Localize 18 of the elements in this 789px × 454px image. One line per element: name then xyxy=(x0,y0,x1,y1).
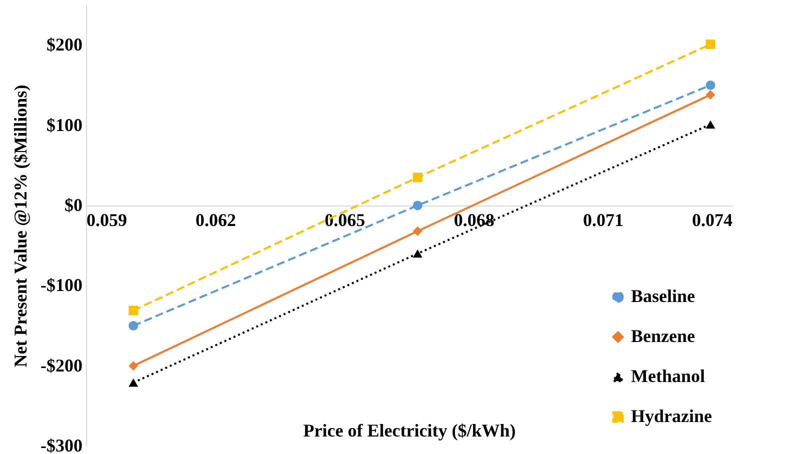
y-tick-label: $200 xyxy=(46,34,82,55)
x-axis-title: Price of Electricity ($/kWh) xyxy=(303,420,516,440)
x-tick-label: 0.065 xyxy=(324,210,366,230)
legend-label: Benzene xyxy=(631,326,695,346)
y-tick-label: $100 xyxy=(46,114,82,135)
x-tick-label: 0.059 xyxy=(86,210,127,230)
y-tick-label: -$300 xyxy=(40,436,82,454)
legend-label: Methanol xyxy=(631,366,705,386)
y-axis-title: Net Present Value @12% ($Millions) xyxy=(10,84,31,368)
x-tick-label: 0.068 xyxy=(454,210,494,230)
y-tick-label: -$100 xyxy=(40,275,82,296)
x-tick-label: 0.071 xyxy=(583,210,624,230)
y-tick-label: $0 xyxy=(64,194,82,215)
x-tick-label: 0.074 xyxy=(692,210,732,230)
y-tick-label: -$200 xyxy=(40,355,82,376)
x-tick-label: 0.062 xyxy=(195,210,236,230)
legend-label: Hydrazine xyxy=(631,406,712,426)
legend-label: Baseline xyxy=(631,286,696,306)
